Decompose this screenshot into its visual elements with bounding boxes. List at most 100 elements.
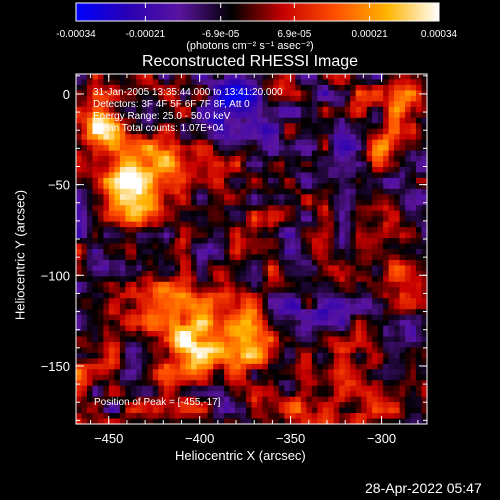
heatmap-cell bbox=[240, 385, 247, 392]
heatmap-cell bbox=[388, 128, 395, 135]
heatmap-cell bbox=[311, 396, 318, 403]
heatmap-cell bbox=[295, 347, 302, 354]
heatmap-cell bbox=[339, 391, 346, 398]
heatmap-cell bbox=[333, 249, 340, 256]
heatmap-cell bbox=[92, 243, 99, 250]
heatmap-cell bbox=[295, 265, 302, 272]
heatmap-cell bbox=[394, 276, 401, 283]
heatmap-cell bbox=[240, 276, 247, 283]
heatmap-cell bbox=[350, 325, 357, 332]
heatmap-cell bbox=[174, 243, 181, 250]
heatmap-cell bbox=[399, 391, 406, 398]
heatmap-cell bbox=[289, 281, 296, 288]
heatmap-cell bbox=[377, 320, 384, 327]
heatmap-cell bbox=[410, 303, 417, 310]
heatmap-cell bbox=[202, 259, 209, 267]
heatmap-cell bbox=[169, 276, 176, 283]
heatmap-cell bbox=[174, 281, 181, 288]
heatmap-cell bbox=[180, 270, 187, 277]
heatmap-cell bbox=[152, 128, 159, 135]
heatmap-cell bbox=[147, 112, 154, 119]
heatmap-cell bbox=[185, 341, 192, 349]
heatmap-cell bbox=[196, 117, 203, 124]
heatmap-cell bbox=[394, 331, 401, 338]
heatmap-cell bbox=[108, 325, 115, 332]
heatmap-cell bbox=[76, 101, 83, 108]
heatmap-cell bbox=[191, 374, 198, 381]
heatmap-cell bbox=[306, 292, 313, 299]
heatmap-cell bbox=[361, 325, 368, 332]
heatmap-cell bbox=[421, 101, 428, 108]
heatmap-cell bbox=[114, 177, 121, 184]
heatmap-cell bbox=[372, 95, 379, 102]
heatmap-cell bbox=[196, 336, 203, 343]
heatmap-cell bbox=[108, 380, 115, 387]
heatmap-cell bbox=[158, 128, 165, 135]
heatmap-cell bbox=[152, 374, 159, 381]
heatmap-cell bbox=[224, 413, 231, 420]
heatmap-cell bbox=[399, 385, 406, 392]
heatmap-cell bbox=[136, 363, 143, 370]
heatmap-cell bbox=[119, 232, 126, 239]
heatmap-cell bbox=[339, 265, 346, 272]
heatmap-cell bbox=[317, 265, 324, 272]
heatmap-cell bbox=[218, 238, 225, 245]
heatmap-cell bbox=[405, 298, 412, 305]
heatmap-cell bbox=[185, 177, 192, 184]
heatmap-cell bbox=[284, 194, 291, 201]
heatmap-cell bbox=[169, 352, 176, 359]
heatmap-cell bbox=[141, 320, 148, 327]
heatmap-cell bbox=[125, 90, 132, 97]
heatmap-cell bbox=[180, 413, 187, 420]
heatmap-cell bbox=[147, 287, 154, 294]
heatmap-cell bbox=[295, 205, 302, 212]
heatmap-cell bbox=[207, 270, 214, 277]
heatmap-cell bbox=[76, 238, 83, 245]
heatmap-cell bbox=[350, 402, 357, 409]
heatmap-cell bbox=[81, 336, 88, 343]
heatmap-cell bbox=[103, 331, 110, 338]
heatmap-cell bbox=[295, 407, 302, 414]
heatmap-cell bbox=[256, 90, 264, 97]
heatmap-cell bbox=[152, 232, 159, 239]
heatmap-cell bbox=[366, 336, 373, 343]
heatmap-cell bbox=[388, 391, 395, 398]
heatmap-cell bbox=[163, 139, 170, 146]
heatmap-cell bbox=[322, 79, 329, 86]
heatmap-cell bbox=[224, 341, 231, 349]
heatmap-cell bbox=[350, 123, 357, 130]
heatmap-cell bbox=[372, 331, 379, 338]
heatmap-cell bbox=[405, 341, 412, 349]
heatmap-cell bbox=[322, 347, 329, 354]
heatmap-cell bbox=[158, 363, 165, 370]
heatmap-cell bbox=[383, 161, 390, 168]
heatmap-cell bbox=[328, 292, 335, 299]
heatmap-cell bbox=[218, 265, 225, 272]
heatmap-cell bbox=[410, 331, 417, 338]
heatmap-cell bbox=[267, 227, 275, 234]
heatmap-cell bbox=[388, 292, 395, 299]
heatmap-cell bbox=[103, 238, 110, 245]
heatmap-cell bbox=[361, 358, 368, 365]
heatmap-cell bbox=[76, 413, 83, 420]
heatmap-cell bbox=[76, 183, 83, 190]
heatmap-cell bbox=[344, 298, 351, 305]
heatmap-cell bbox=[207, 265, 214, 272]
heatmap-cell bbox=[92, 341, 99, 349]
heatmap-cell bbox=[355, 210, 362, 217]
heatmap-cell bbox=[328, 320, 335, 327]
heatmap-cell bbox=[322, 287, 329, 294]
heatmap-cell bbox=[267, 156, 275, 163]
heatmap-cell bbox=[86, 347, 94, 354]
heatmap-cell bbox=[355, 396, 362, 403]
heatmap-cell bbox=[224, 172, 231, 179]
heatmap-cell bbox=[372, 194, 379, 201]
heatmap-cell bbox=[114, 166, 121, 174]
heatmap-cell bbox=[196, 216, 203, 223]
heatmap-cell bbox=[147, 418, 154, 425]
heatmap-cell bbox=[92, 161, 99, 168]
heatmap-cell bbox=[76, 188, 83, 195]
heatmap-cell bbox=[361, 385, 368, 392]
heatmap-cell bbox=[185, 232, 192, 239]
heatmap-cell bbox=[394, 380, 401, 387]
